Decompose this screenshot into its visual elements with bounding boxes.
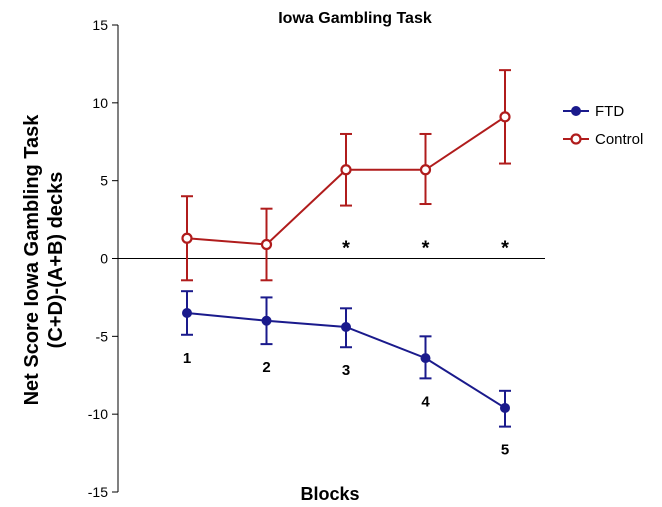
y-tick-label: -10 [88, 406, 108, 422]
legend-item-control: Control [563, 131, 643, 148]
legend-marker [570, 133, 582, 145]
y-tick-label: 10 [92, 95, 108, 111]
y-axis: -15 -10 -5 0 5 10 15 [88, 17, 119, 500]
significance-star: * [501, 238, 509, 260]
block-label: 4 [421, 393, 430, 410]
legend-label: FTD [595, 103, 624, 120]
data-point [261, 315, 272, 326]
data-point [340, 164, 352, 176]
data-point [500, 402, 510, 413]
data-point [419, 164, 432, 176]
series-ftd [181, 290, 511, 428]
y-tick-label: 15 [92, 17, 108, 33]
y-axis-label-line1: Net Score Iowa Gambling Task [21, 114, 43, 406]
significance-markers: * * * [342, 238, 509, 260]
legend-item-ftd: FTD [563, 103, 624, 120]
y-axis-label: Net Score Iowa Gambling Task (C+D)-(A+B)… [21, 114, 67, 406]
chart-title: Iowa Gambling Task [278, 10, 432, 27]
y-tick-label: 0 [100, 251, 108, 267]
data-point [341, 321, 351, 332]
data-point [182, 307, 192, 318]
data-point [499, 111, 511, 123]
block-label: 5 [501, 442, 509, 459]
legend-marker [571, 106, 581, 116]
y-tick-label: 5 [100, 173, 108, 189]
legend: FTD Control [563, 103, 643, 148]
y-tick-label: -5 [96, 328, 109, 344]
y-axis-label-line2: (C+D)-(A+B) decks [45, 172, 67, 349]
significance-star: * [422, 238, 430, 260]
significance-star: * [342, 238, 350, 260]
block-labels: 1 2 3 4 5 [183, 350, 509, 459]
block-label: 1 [183, 350, 191, 367]
block-label: 2 [262, 359, 270, 376]
x-axis-label: Blocks [300, 484, 359, 504]
legend-label: Control [595, 131, 643, 148]
series-layer [181, 69, 511, 428]
block-label: 3 [342, 362, 350, 379]
data-point [420, 353, 431, 364]
data-point [181, 232, 193, 244]
data-point [260, 238, 273, 251]
series-control [181, 69, 511, 282]
y-tick-label: -15 [88, 484, 108, 500]
